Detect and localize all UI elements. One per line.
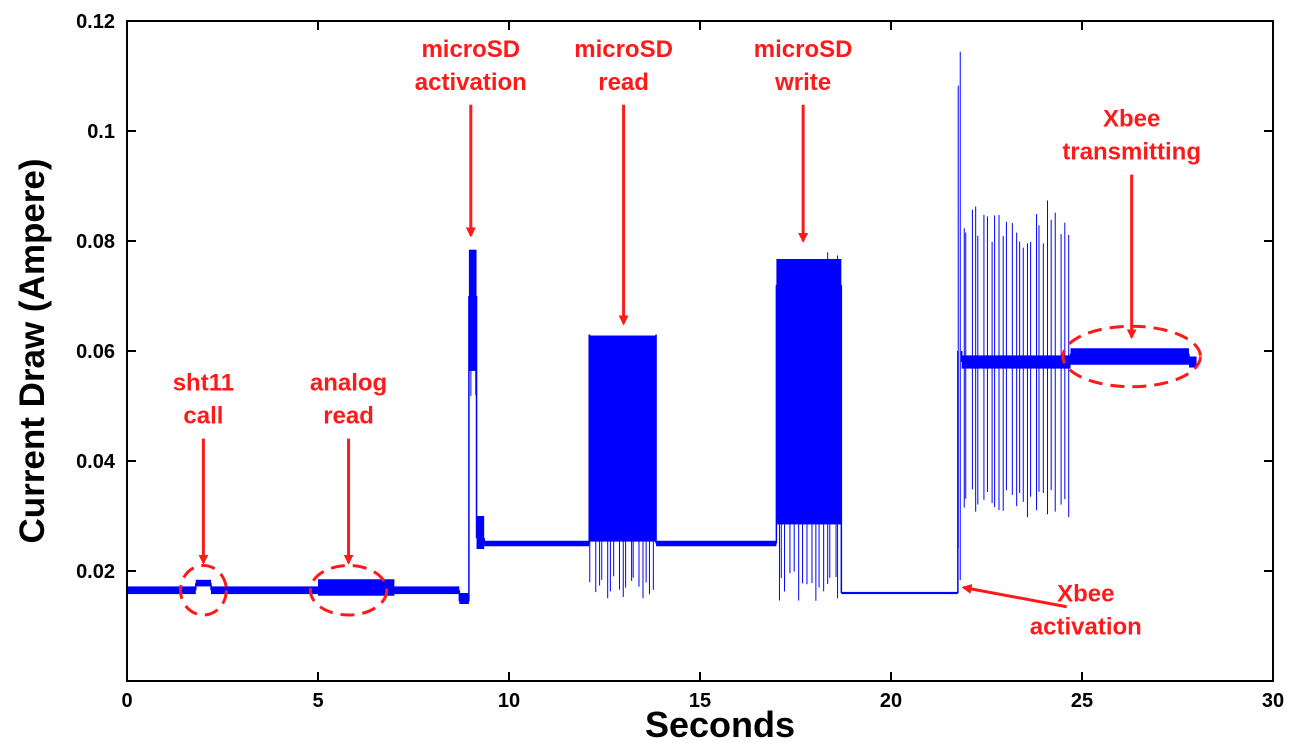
annotation-ellipse [1061, 324, 1202, 389]
x-tick-label: 0 [121, 690, 132, 712]
series-segment [468, 249, 477, 396]
annotation-label: microSD [754, 36, 853, 63]
annotation: microSD activation [415, 36, 527, 238]
y-tick-label: 0.12 [76, 11, 115, 33]
annotation-label: analog [310, 370, 387, 397]
annotation-label: read [598, 69, 649, 96]
series-segment [589, 334, 657, 599]
series-segment [776, 252, 842, 601]
x-tick-label: 30 [1262, 690, 1284, 712]
band [476, 516, 485, 549]
band [1188, 356, 1197, 368]
annotation-label: write [774, 69, 831, 96]
annotation-label: sht11 [173, 370, 234, 397]
band [656, 540, 777, 547]
x-tick-label: 10 [498, 690, 520, 712]
series-segment [656, 540, 777, 547]
annotation-label: Xbee [1103, 106, 1160, 133]
y-tick-label: 0.1 [87, 121, 115, 143]
annotation-layer: sht11callanalogreadmicroSDactivationmicr… [173, 36, 1202, 640]
series-segment [318, 579, 395, 596]
series-segment [394, 586, 460, 595]
band [1070, 348, 1189, 365]
annotation-label: read [323, 403, 374, 430]
y-axis-title: Current Draw (Ampere) [13, 158, 52, 543]
band [127, 586, 196, 595]
annotation-label: microSD [574, 36, 673, 63]
series-segment [841, 591, 958, 595]
series-segment [961, 200, 1071, 518]
series-segment [1188, 356, 1197, 368]
x-tick-label: 25 [1071, 690, 1093, 712]
series-line [127, 51, 1197, 604]
annotation-arrow [961, 584, 1067, 609]
series-segment [459, 593, 469, 604]
band [468, 249, 477, 371]
x-tick-label: 15 [689, 690, 711, 712]
band [211, 586, 318, 595]
annotation-ellipse [308, 564, 389, 617]
series-segment [211, 586, 318, 595]
annotation: Xbee transmitting [1061, 106, 1202, 389]
annotation-label: activation [415, 69, 527, 96]
band [318, 579, 395, 596]
band [589, 335, 657, 542]
annotation-label: Xbee [1057, 580, 1114, 607]
annotation-label: call [183, 403, 223, 430]
series-segment [195, 579, 212, 587]
series-segment [1070, 348, 1189, 365]
annotation-label: transmitting [1062, 139, 1201, 166]
tick-layer: 0 5 10 15 20 25 30 0.02 0.04 0.06 0.08 0.1 0.12 [76, 11, 1284, 712]
band [484, 540, 590, 547]
y-tick-label: 0.08 [76, 231, 115, 253]
series-segment [476, 516, 485, 549]
x-axis-title: Seconds [645, 704, 795, 743]
band [195, 579, 212, 587]
annotation: analog read [308, 370, 389, 617]
series-segment [484, 540, 590, 547]
band [459, 593, 469, 604]
series-segment [127, 586, 196, 595]
annotation-label: microSD [421, 36, 520, 63]
y-tick-label: 0.04 [76, 451, 116, 473]
data-layer [127, 51, 1197, 604]
x-tick-label: 5 [312, 690, 323, 712]
y-tick-label: 0.06 [76, 341, 115, 363]
annotation: microSD write [754, 36, 853, 243]
annotation: Xbee activation [961, 580, 1142, 640]
x-tick-label: 20 [880, 690, 902, 712]
band [394, 586, 460, 595]
annotation-ellipse [178, 564, 228, 617]
annotation-label: activation [1030, 613, 1142, 640]
band [841, 591, 958, 595]
band [776, 258, 842, 525]
y-tick-label: 0.02 [76, 561, 115, 583]
annotation: microSD read [574, 36, 673, 326]
annotation: sht11 call [173, 370, 234, 617]
